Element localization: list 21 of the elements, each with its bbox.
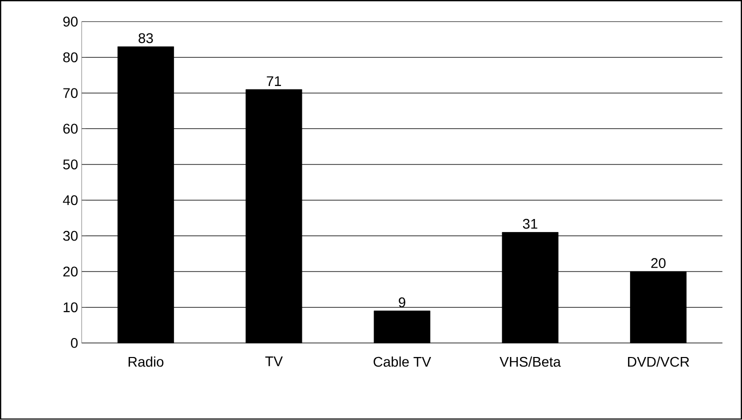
data-label: 71 xyxy=(266,76,281,86)
y-tick-label: 20 xyxy=(63,266,78,277)
y-tick-label: 50 xyxy=(63,160,78,170)
x-tick-label: Cable TV xyxy=(374,356,432,367)
y-tick-label: 70 xyxy=(63,88,78,98)
x-tick-label: VHS/Beta xyxy=(500,356,561,367)
y-tick-label: 10 xyxy=(64,302,78,312)
y-tick-label: 30 xyxy=(63,231,78,241)
data-label: 31 xyxy=(522,219,538,229)
y-tick-label: 40 xyxy=(62,195,78,206)
x-tick-label: Radio xyxy=(128,356,164,367)
y-tick-label: 60 xyxy=(63,124,78,134)
x-tick-label: DVD/VCR xyxy=(628,356,690,367)
y-tick-label: 0 xyxy=(70,338,78,348)
y-tick-label: 80 xyxy=(63,52,78,62)
data-label: 9 xyxy=(398,298,406,308)
x-tick-label: TV xyxy=(265,356,283,366)
y-tick-label: 90 xyxy=(63,16,78,27)
data-label: 20 xyxy=(651,258,666,268)
data-label: 83 xyxy=(138,33,153,44)
bar xyxy=(374,310,430,344)
